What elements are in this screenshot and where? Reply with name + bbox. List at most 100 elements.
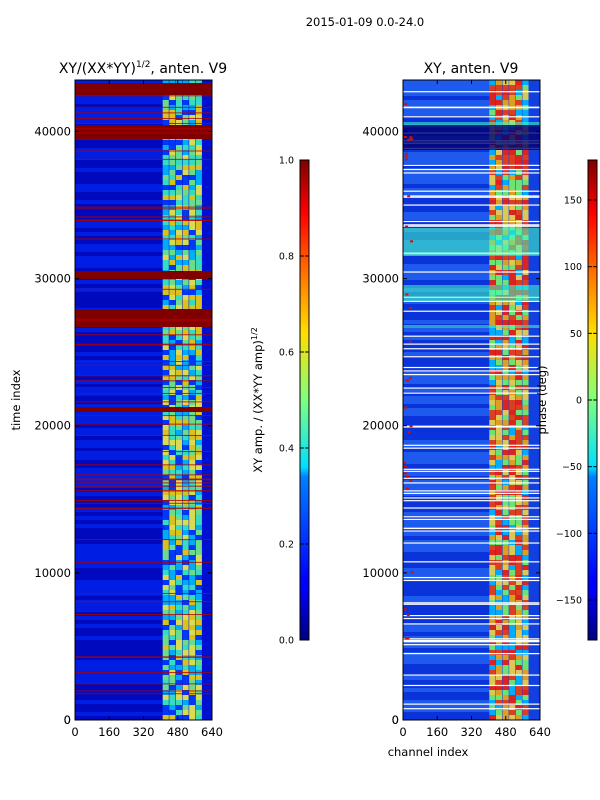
heatmap-cell: [489, 115, 496, 120]
heatmap-cell: [162, 160, 169, 165]
heatmap-cell: [495, 225, 503, 230]
heatmap-cell: [515, 500, 522, 505]
heatmap-cell: [189, 685, 196, 690]
heatmap-cell: [515, 205, 522, 210]
heatmap-cell: [515, 605, 522, 610]
heatmap-cell: [75, 428, 163, 432]
heatmap-cell: [489, 520, 496, 525]
heatmap-cell: [515, 710, 522, 715]
heatmap-cell: [502, 665, 509, 670]
heatmap-cell: [489, 690, 496, 695]
heatmap-cell: [489, 645, 496, 650]
heatmap-gap-line: [403, 172, 540, 174]
heatmap-cell: [162, 200, 169, 205]
heatmap-cell: [75, 468, 163, 472]
heatmap-cell: [502, 395, 509, 400]
heatmap-cell: [403, 384, 491, 388]
heatmap-cell: [175, 430, 183, 435]
heatmap-cell: [509, 80, 516, 85]
heatmap-cell: [489, 530, 496, 535]
heatmap-cell: [502, 185, 509, 190]
heatmap-cell: [195, 585, 202, 590]
heatmap-cell: [169, 410, 176, 415]
heatmap-cell: [182, 420, 189, 425]
heatmap-cell: [489, 275, 496, 280]
heatmap-cell: [489, 340, 496, 345]
heatmap-cell: [509, 215, 516, 220]
heatmap-cell: [175, 515, 183, 520]
heatmap-cell: [509, 515, 516, 520]
heatmap-cell: [182, 530, 189, 535]
left-xtick-label: 320: [133, 725, 155, 739]
heatmap-cell: [403, 204, 491, 208]
heatmap-cell: [175, 425, 183, 430]
heatmap-cell: [162, 300, 169, 305]
heatmap-cell: [175, 240, 183, 245]
heatmap-cell: [75, 528, 163, 532]
heatmap-cell: [169, 345, 176, 350]
heatmap-flag-line: [75, 539, 212, 541]
right-panel: XY, anten. V9 0 160 320 480 6400100002000030…: [362, 61, 551, 759]
heatmap-cell: [403, 80, 491, 84]
heatmap-cell: [515, 640, 522, 645]
heatmap-cell: [189, 140, 196, 145]
left-ytick-label: 0: [64, 713, 71, 727]
heatmap-cell: [195, 470, 202, 475]
heatmap-cell: [75, 392, 163, 396]
heatmap-cell: [495, 380, 503, 385]
heatmap-cell: [489, 450, 496, 455]
heatmap-cell: [75, 652, 163, 656]
heatmap-cell: [189, 640, 196, 645]
heatmap-cell: [495, 435, 503, 440]
heatmap-cell: [75, 684, 163, 688]
heatmap-cell: [403, 636, 491, 640]
heatmap-cell: [502, 160, 509, 165]
heatmap-cell: [175, 225, 183, 230]
heatmap-flag-line: [75, 380, 212, 382]
heatmap-cell: [175, 625, 183, 630]
heatmap-cell: [495, 370, 503, 375]
heatmap-flag-line: [75, 592, 212, 594]
heatmap-cell: [509, 715, 516, 720]
heatmap-cell: [515, 300, 522, 305]
heatmap-speckle: [407, 195, 411, 198]
heatmap-cell: [182, 695, 189, 700]
heatmap-flag-line: [75, 158, 212, 160]
heatmap-cell: [502, 175, 509, 180]
heatmap-cell: [169, 495, 176, 500]
heatmap-cell: [502, 490, 509, 495]
heatmap-flag-line: [75, 434, 212, 436]
heatmap-speckle: [405, 152, 409, 155]
heatmap-cell: [182, 595, 189, 600]
heatmap-cell: [522, 535, 529, 540]
heatmap-cell: [403, 348, 491, 352]
heatmap-saturated-band: [75, 83, 212, 95]
heatmap-cell: [522, 440, 529, 445]
heatmap-cell: [515, 215, 522, 220]
heatmap-cell: [182, 430, 189, 435]
heatmap-cell: [403, 176, 491, 180]
heatmap-cell: [162, 280, 169, 285]
heatmap-cell: [502, 415, 509, 420]
heatmap-flag-line: [75, 490, 212, 492]
heatmap-cell: [182, 500, 189, 505]
heatmap-cell: [403, 644, 491, 648]
heatmap-cell: [502, 430, 509, 435]
heatmap-cell: [403, 688, 491, 692]
heatmap-cell: [489, 95, 496, 100]
heatmap-cell: [169, 645, 176, 650]
heatmap-cell: [162, 630, 169, 635]
heatmap-saturated-band: [75, 407, 212, 412]
heatmap-flag-line: [75, 343, 212, 345]
heatmap-cell: [195, 155, 202, 160]
heatmap-cell: [75, 596, 163, 600]
heatmap-cell: [489, 635, 496, 640]
heatmap-cell: [182, 240, 189, 245]
heatmap-cell: [403, 336, 491, 340]
heatmap-cell: [162, 375, 169, 380]
heatmap-cell: [489, 430, 496, 435]
heatmap-cell: [189, 400, 196, 405]
heatmap-cell: [509, 350, 516, 355]
heatmap-cell: [182, 165, 189, 170]
heatmap-cell: [169, 520, 176, 525]
